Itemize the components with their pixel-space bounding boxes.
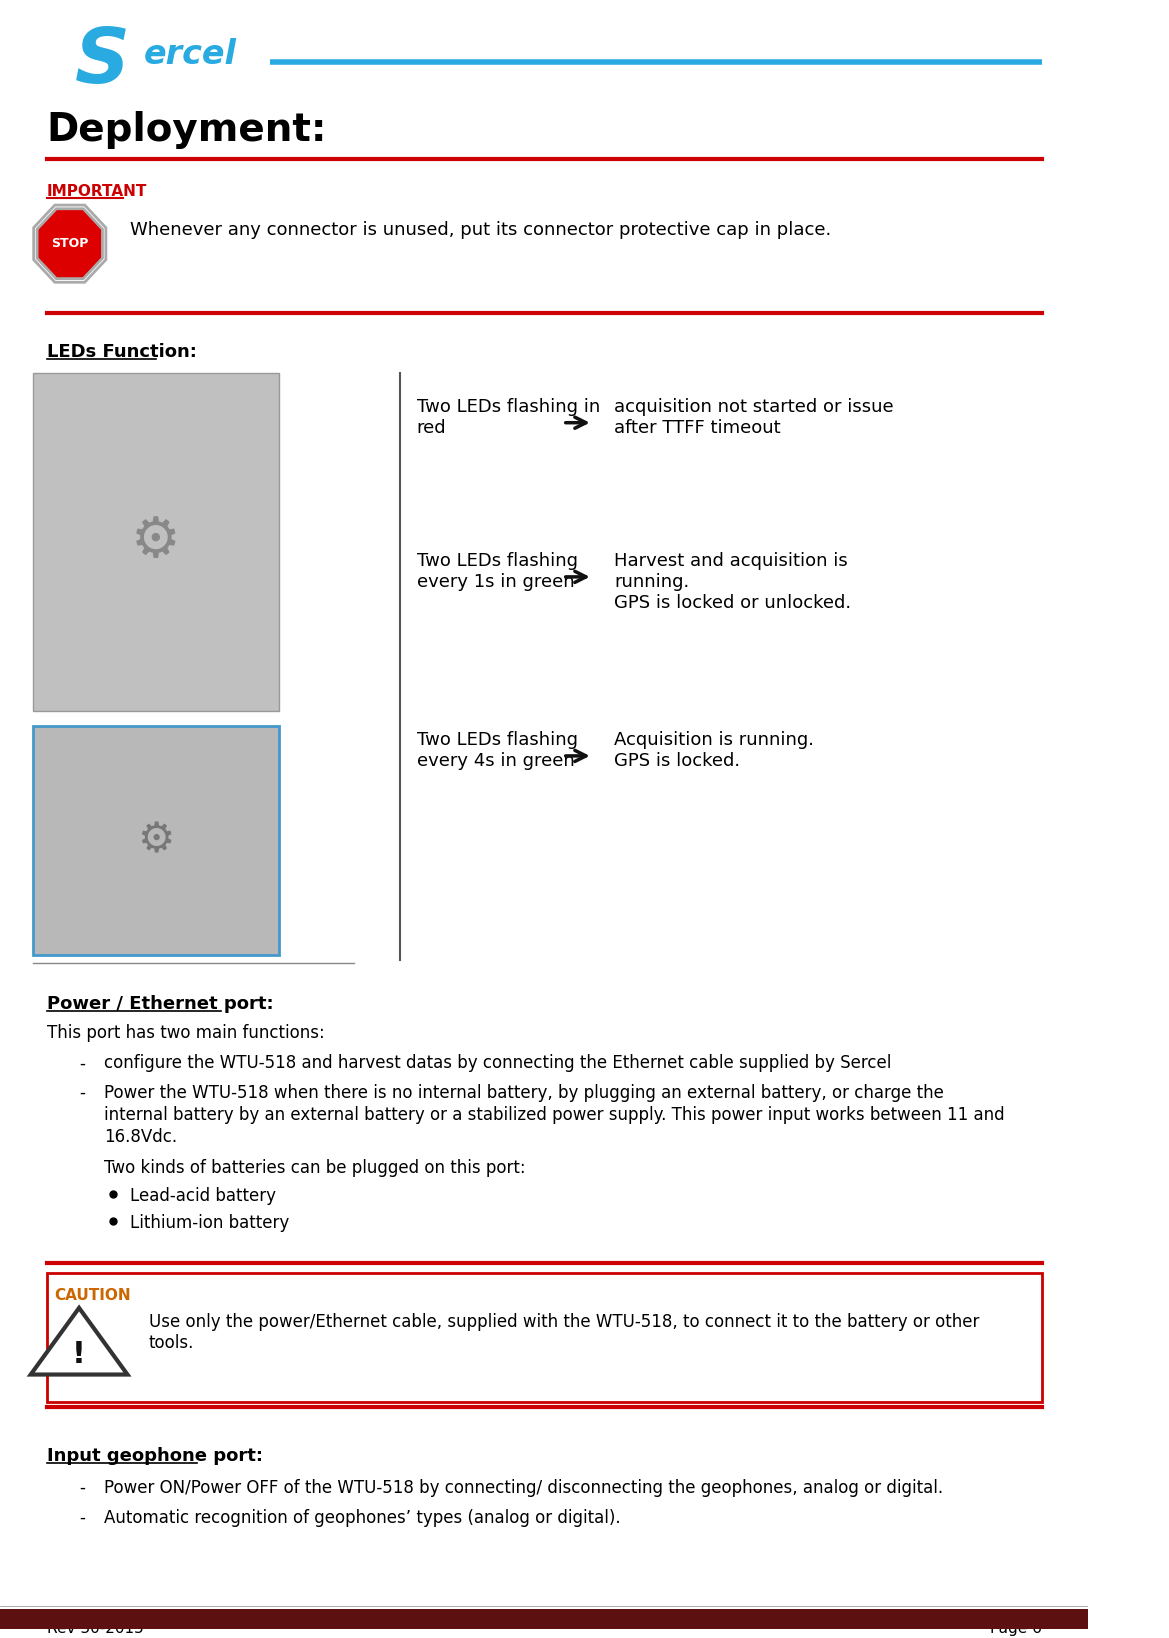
Text: ercel: ercel: [144, 38, 237, 70]
Text: Two LEDs flashing
every 4s in green: Two LEDs flashing every 4s in green: [417, 731, 577, 770]
Text: Two LEDs flashing
every 1s in green: Two LEDs flashing every 1s in green: [417, 552, 577, 591]
Text: ⚙: ⚙: [131, 514, 180, 568]
Text: -: -: [79, 1479, 85, 1497]
Polygon shape: [30, 1307, 127, 1374]
Text: acquisition not started or issue
after TTFF timeout: acquisition not started or issue after T…: [614, 398, 893, 437]
Text: ⚙: ⚙: [137, 819, 174, 862]
Text: Deployment:: Deployment:: [47, 111, 327, 149]
Text: Use only the power/Ethernet cable, supplied with the WTU-518, to connect it to t: Use only the power/Ethernet cable, suppl…: [148, 1314, 980, 1351]
Text: -: -: [79, 1055, 85, 1073]
Text: STOP: STOP: [51, 238, 89, 251]
Text: Power / Ethernet port:: Power / Ethernet port:: [47, 994, 274, 1012]
Text: -: -: [79, 1509, 85, 1527]
Text: internal battery by an external battery or a stabilized power supply. This power: internal battery by an external battery …: [104, 1106, 1005, 1124]
Text: -: -: [79, 1084, 85, 1102]
Text: configure the WTU-518 and harvest datas by connecting the Ethernet cable supplie: configure the WTU-518 and harvest datas …: [104, 1055, 892, 1073]
Text: Automatic recognition of geophones’ types (analog or digital).: Automatic recognition of geophones’ type…: [104, 1509, 621, 1527]
Text: Page 6: Page 6: [990, 1622, 1042, 1636]
Text: LEDs Function:: LEDs Function:: [47, 342, 196, 360]
Text: Power the WTU-518 when there is no internal battery, by plugging an external bat: Power the WTU-518 when there is no inter…: [104, 1084, 945, 1102]
Text: Two LEDs flashing in
red: Two LEDs flashing in red: [417, 398, 600, 437]
Text: Lead-acid battery: Lead-acid battery: [130, 1186, 276, 1204]
Text: Rev 30-2015: Rev 30-2015: [47, 1622, 144, 1636]
Text: Acquisition is running.
GPS is locked.: Acquisition is running. GPS is locked.: [614, 731, 814, 770]
FancyBboxPatch shape: [0, 1609, 1087, 1630]
Text: CAUTION: CAUTION: [54, 1287, 131, 1302]
FancyBboxPatch shape: [47, 1273, 1042, 1402]
Text: 16.8Vdc.: 16.8Vdc.: [104, 1129, 178, 1147]
Text: Harvest and acquisition is
running.
GPS is locked or unlocked.: Harvest and acquisition is running. GPS …: [614, 552, 851, 611]
Text: Whenever any connector is unused, put its connector protective cap in place.: Whenever any connector is unused, put it…: [130, 221, 831, 239]
FancyBboxPatch shape: [33, 726, 279, 955]
Text: IMPORTANT: IMPORTANT: [47, 183, 147, 198]
Text: Two kinds of batteries can be plugged on this port:: Two kinds of batteries can be plugged on…: [104, 1158, 526, 1176]
Text: Input geophone port:: Input geophone port:: [47, 1446, 263, 1464]
FancyBboxPatch shape: [33, 373, 279, 711]
Text: This port has two main functions:: This port has two main functions:: [47, 1024, 324, 1042]
Text: Power ON/Power OFF of the WTU-518 by connecting/ disconnecting the geophones, an: Power ON/Power OFF of the WTU-518 by con…: [104, 1479, 943, 1497]
Text: !: !: [72, 1340, 87, 1369]
Text: Lithium-ion battery: Lithium-ion battery: [130, 1214, 290, 1232]
Text: S: S: [75, 25, 130, 98]
